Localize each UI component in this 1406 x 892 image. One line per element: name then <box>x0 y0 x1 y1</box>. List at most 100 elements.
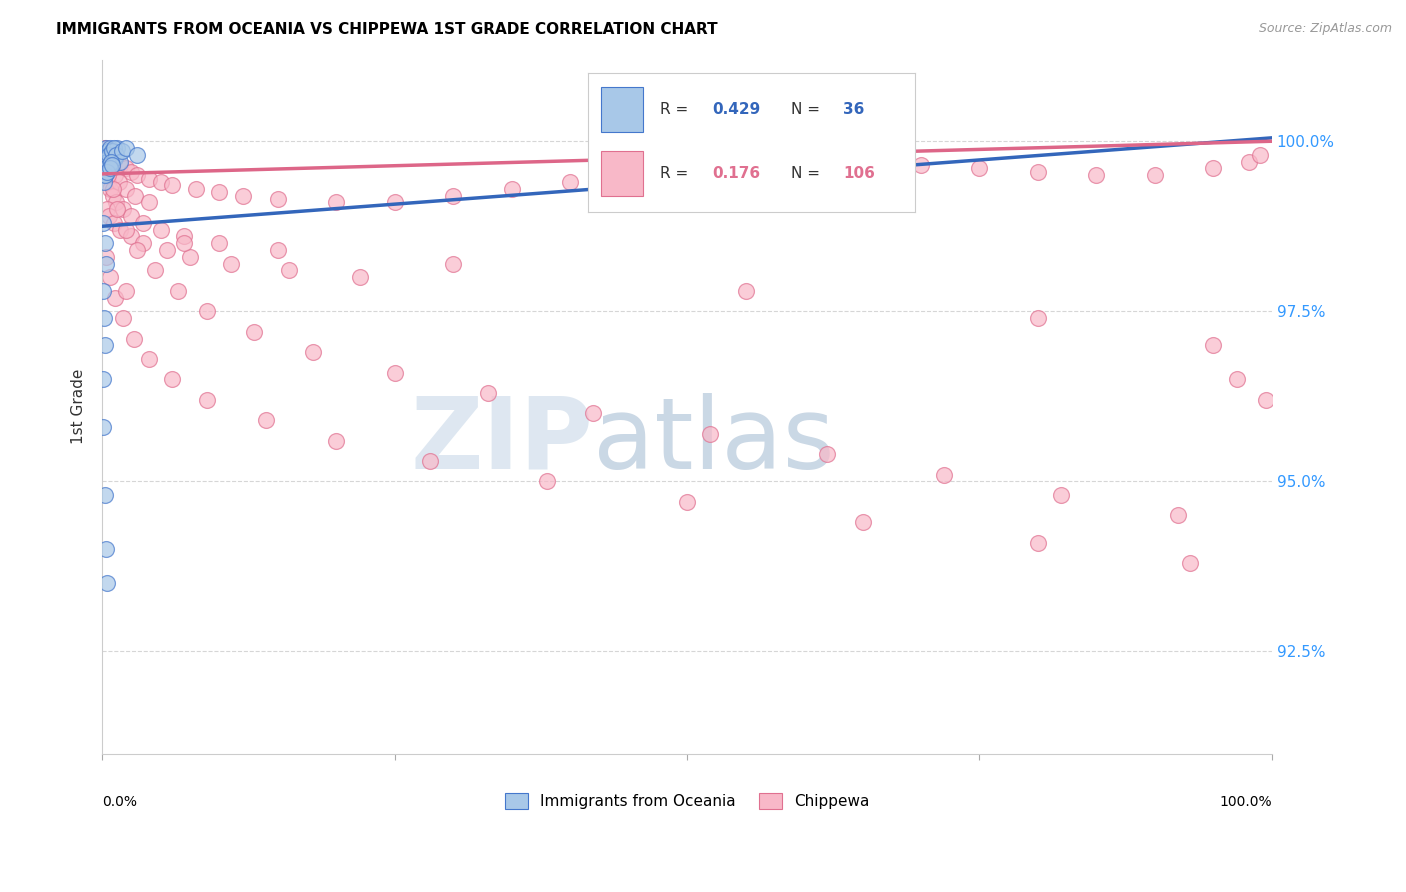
Point <box>162 178 184 193</box>
Point <box>93 168 115 182</box>
Point <box>1167 508 1189 523</box>
Point <box>98 161 121 176</box>
Point <box>93 488 115 502</box>
Point <box>114 182 136 196</box>
Point <box>93 311 115 326</box>
Point <box>101 188 124 202</box>
Point <box>93 216 115 230</box>
Point <box>132 216 155 230</box>
Point <box>910 158 932 172</box>
Point <box>558 175 581 189</box>
Point <box>208 236 231 251</box>
Point <box>94 338 117 352</box>
Point <box>349 270 371 285</box>
Point <box>98 209 121 223</box>
Point <box>107 141 129 155</box>
Point <box>325 195 347 210</box>
Point <box>94 168 117 182</box>
Point <box>107 175 129 189</box>
Point <box>734 284 756 298</box>
Point <box>143 263 166 277</box>
Point <box>103 216 125 230</box>
Point <box>1143 168 1166 182</box>
Point <box>111 145 134 159</box>
Point <box>197 392 219 407</box>
Point <box>254 413 277 427</box>
Point <box>1178 556 1201 570</box>
Point <box>138 195 160 210</box>
Point <box>184 182 207 196</box>
Point <box>96 165 118 179</box>
Point <box>94 148 117 162</box>
Point <box>162 372 184 386</box>
Point <box>96 161 118 176</box>
Point <box>197 304 219 318</box>
Point <box>617 168 640 182</box>
Y-axis label: 1st Grade: 1st Grade <box>72 369 86 444</box>
Point <box>114 284 136 298</box>
Point <box>477 386 499 401</box>
Point <box>536 475 558 489</box>
Point <box>793 141 815 155</box>
Point <box>104 291 127 305</box>
Point <box>93 236 115 251</box>
Point <box>179 250 201 264</box>
Point <box>676 495 699 509</box>
Point <box>127 168 149 182</box>
Text: ZIP: ZIP <box>411 392 593 490</box>
Point <box>108 158 131 172</box>
Point <box>1202 161 1225 176</box>
Point <box>96 202 118 217</box>
Point <box>101 158 124 172</box>
Point <box>124 188 146 202</box>
Point <box>100 154 122 169</box>
Point <box>934 467 956 482</box>
Point <box>96 145 118 159</box>
Point <box>793 151 815 165</box>
Point <box>149 175 172 189</box>
Point <box>100 161 122 176</box>
Point <box>127 243 149 257</box>
Point <box>108 222 131 236</box>
Point <box>97 158 120 172</box>
Point <box>384 366 406 380</box>
Point <box>278 263 301 277</box>
Point <box>101 182 124 196</box>
Point <box>441 188 464 202</box>
Point <box>104 151 127 165</box>
Point <box>138 351 160 366</box>
Point <box>103 141 125 155</box>
Point <box>851 154 873 169</box>
Point <box>127 148 149 162</box>
Point <box>1085 168 1108 182</box>
Point <box>114 141 136 155</box>
Point <box>112 202 135 217</box>
Point <box>93 175 115 189</box>
Point <box>132 236 155 251</box>
Point <box>112 311 135 326</box>
Text: Source: ZipAtlas.com: Source: ZipAtlas.com <box>1258 22 1392 36</box>
Point <box>104 168 127 182</box>
Point <box>100 141 122 155</box>
Point <box>851 515 873 529</box>
Point <box>94 141 117 155</box>
Point <box>384 195 406 210</box>
Point <box>120 165 142 179</box>
Point <box>101 148 124 162</box>
Point <box>734 154 756 169</box>
Point <box>167 284 190 298</box>
Point <box>219 257 242 271</box>
Point <box>122 332 145 346</box>
Point <box>100 151 122 165</box>
Point <box>103 154 125 169</box>
Point <box>94 542 117 557</box>
Point <box>582 406 605 420</box>
Point <box>138 171 160 186</box>
Point <box>114 161 136 176</box>
Point <box>98 148 121 162</box>
Point <box>1026 311 1049 326</box>
Point <box>93 141 115 155</box>
Point <box>100 145 122 159</box>
Point <box>1254 392 1277 407</box>
Point <box>96 576 118 591</box>
